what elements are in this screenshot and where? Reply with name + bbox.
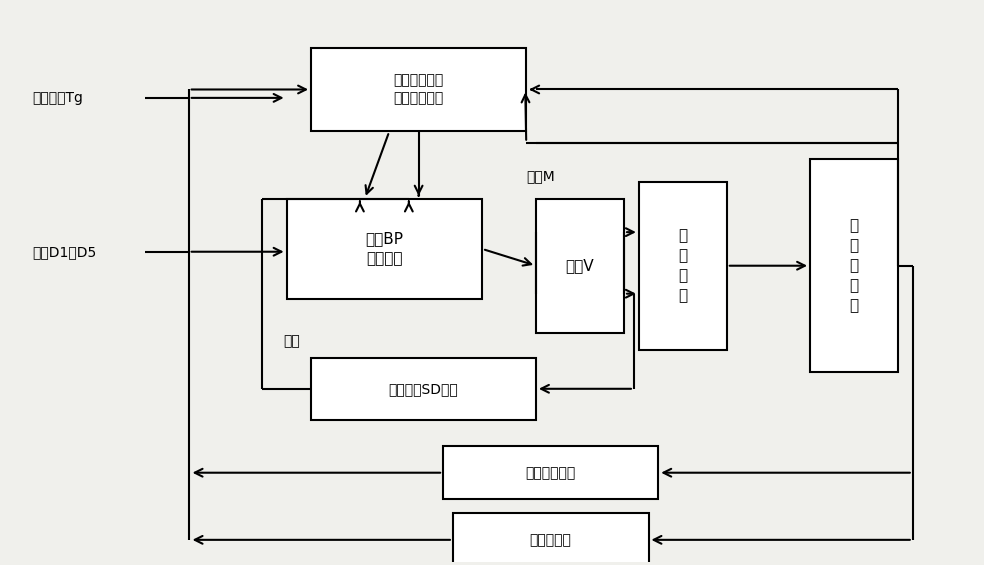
FancyBboxPatch shape: [311, 47, 526, 132]
Text: 反馈: 反馈: [283, 334, 300, 348]
Text: 转角M: 转角M: [526, 169, 555, 183]
Text: 目标夹角Tg: 目标夹角Tg: [32, 91, 83, 105]
FancyBboxPatch shape: [286, 198, 482, 299]
FancyBboxPatch shape: [810, 159, 898, 372]
Text: 神经网络权系
数训练与调整: 神经网络权系 数训练与调整: [394, 73, 444, 106]
Text: 超声波传感器: 超声波传感器: [525, 466, 576, 480]
Text: 机
器
人
行
走: 机 器 人 行 走: [849, 219, 859, 313]
FancyBboxPatch shape: [453, 513, 648, 565]
FancyBboxPatch shape: [639, 182, 727, 350]
FancyBboxPatch shape: [536, 198, 624, 333]
FancyBboxPatch shape: [443, 446, 658, 499]
Text: 距离D1～D5: 距离D1～D5: [32, 245, 96, 259]
Text: 模糊BP
神经网络: 模糊BP 神经网络: [365, 232, 403, 266]
Text: 定位传感器: 定位传感器: [529, 533, 572, 547]
Text: 安全距离SD判定: 安全距离SD判定: [389, 382, 459, 396]
Text: 舵
机
驱
动: 舵 机 驱 动: [678, 228, 688, 303]
FancyBboxPatch shape: [311, 358, 536, 420]
Text: 速度V: 速度V: [566, 258, 594, 273]
